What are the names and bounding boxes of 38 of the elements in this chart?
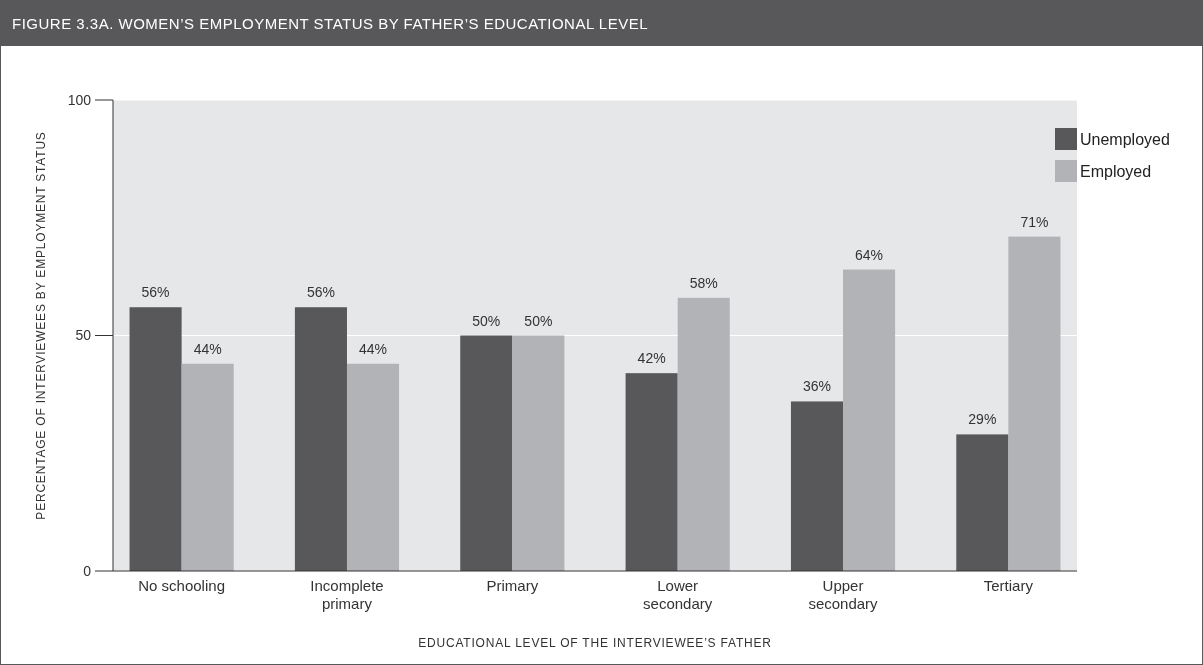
data-label: 29% bbox=[968, 411, 997, 428]
bar bbox=[625, 373, 678, 571]
data-label: 50% bbox=[524, 312, 553, 329]
x-tick-label: Lower secondary bbox=[643, 577, 713, 612]
data-label: 42% bbox=[637, 350, 666, 367]
bar bbox=[1008, 236, 1061, 571]
bar bbox=[790, 401, 844, 571]
bar bbox=[346, 363, 400, 571]
legend-label: Unemployed bbox=[1080, 130, 1170, 148]
x-tick-label: Tertiary bbox=[983, 577, 1034, 594]
data-label: 50% bbox=[472, 312, 501, 329]
data-label: 56% bbox=[141, 284, 170, 301]
bar bbox=[843, 269, 896, 571]
y-tick-label: 50 bbox=[75, 327, 92, 344]
bar bbox=[956, 434, 1009, 571]
bar bbox=[129, 307, 182, 571]
chart-title: FIGURE 3.3A. WOMEN’S EMPLOYMENT STATUS BY FATHER’S EDUCATIONAL LEVEL bbox=[12, 15, 649, 32]
x-tick-label: No schooling bbox=[138, 577, 225, 594]
bar bbox=[460, 335, 513, 571]
data-label: 44% bbox=[359, 340, 388, 357]
x-axis-title: EDUCATIONAL LEVEL OF THE INTERVIEWEE’S FATHER bbox=[418, 636, 772, 650]
bar bbox=[294, 307, 347, 571]
bar bbox=[181, 363, 234, 571]
x-tick-label: Incomplete primary bbox=[310, 577, 384, 612]
data-label: 44% bbox=[193, 340, 222, 357]
y-axis-title: PERCENTAGE OF INTERVIEWEES BY EMPLOYMENT STATUS bbox=[34, 131, 48, 520]
data-label: 56% bbox=[306, 284, 335, 301]
y-tick-label: 100 bbox=[67, 91, 92, 108]
y-tick-label: 0 bbox=[83, 562, 92, 579]
bar bbox=[512, 335, 565, 571]
data-label: 64% bbox=[855, 246, 884, 263]
x-tick-label: Primary bbox=[486, 577, 539, 594]
legend-label: Employed bbox=[1080, 162, 1152, 180]
data-label: 71% bbox=[1020, 213, 1049, 230]
x-tick-label: Upper secondary bbox=[808, 577, 879, 612]
data-label: 36% bbox=[802, 378, 831, 395]
data-label: 58% bbox=[689, 274, 718, 291]
bar bbox=[677, 297, 730, 571]
